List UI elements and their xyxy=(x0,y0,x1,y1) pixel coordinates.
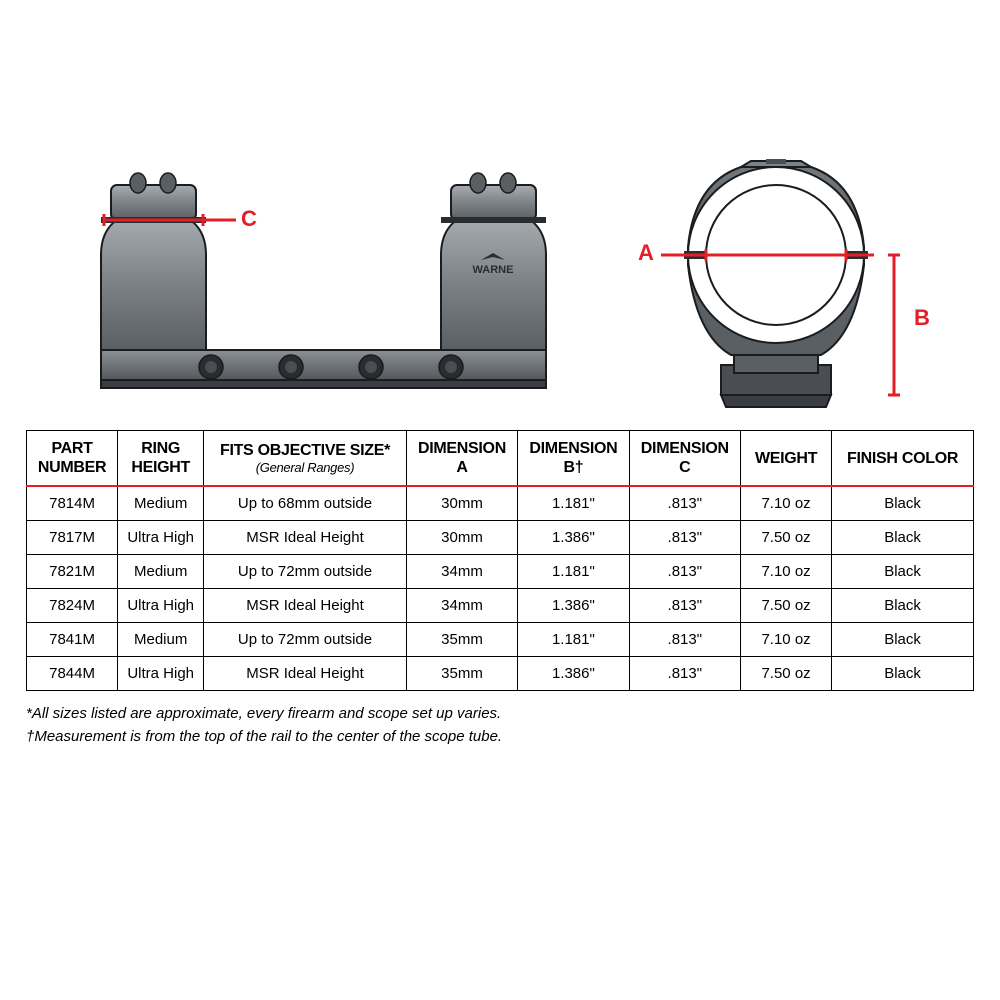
table-row: 7841M Medium Up to 72mm outside 35mm 1.1… xyxy=(27,623,974,657)
table-row: 7814M Medium Up to 68mm outside 30mm 1.1… xyxy=(27,486,974,521)
dim-b-label: B xyxy=(914,305,930,331)
header-part-number: PART NUMBER xyxy=(27,431,118,487)
footnote-2: †Measurement is from the top of the rail… xyxy=(26,726,974,749)
header-ring-height: RING HEIGHT xyxy=(118,431,204,487)
table-header-row: PART NUMBER RING HEIGHT FITS OBJECTIVE S… xyxy=(27,431,974,487)
mount-end-view xyxy=(626,155,926,415)
table-row: 7817M Ultra High MSR Ideal Height 30mm 1… xyxy=(27,521,974,555)
svg-text:WARNE: WARNE xyxy=(473,264,514,276)
diagram-area: WARNE C xyxy=(26,50,974,420)
table-row: 7844M Ultra High MSR Ideal Height 35mm 1… xyxy=(27,657,974,691)
specs-table: PART NUMBER RING HEIGHT FITS OBJECTIVE S… xyxy=(26,430,974,691)
footnotes: *All sizes listed are approximate, every… xyxy=(26,703,974,748)
header-weight: WEIGHT xyxy=(741,431,832,487)
table-row: 7824M Ultra High MSR Ideal Height 34mm 1… xyxy=(27,589,974,623)
mount-side-view: WARNE xyxy=(66,165,586,405)
dim-c-label: C xyxy=(241,206,257,232)
header-dim-b: DIMENSION B† xyxy=(518,431,629,487)
header-finish: FINISH COLOR xyxy=(832,431,974,487)
dim-a-label: A xyxy=(638,240,654,266)
header-dim-a: DIMENSION A xyxy=(406,431,517,487)
header-fits-objective: FITS OBJECTIVE SIZE* (General Ranges) xyxy=(204,431,407,487)
table-body: 7814M Medium Up to 68mm outside 30mm 1.1… xyxy=(27,486,974,691)
header-dim-c: DIMENSION C xyxy=(629,431,740,487)
table-row: 7821M Medium Up to 72mm outside 34mm 1.1… xyxy=(27,555,974,589)
footnote-1: *All sizes listed are approximate, every… xyxy=(26,703,974,726)
